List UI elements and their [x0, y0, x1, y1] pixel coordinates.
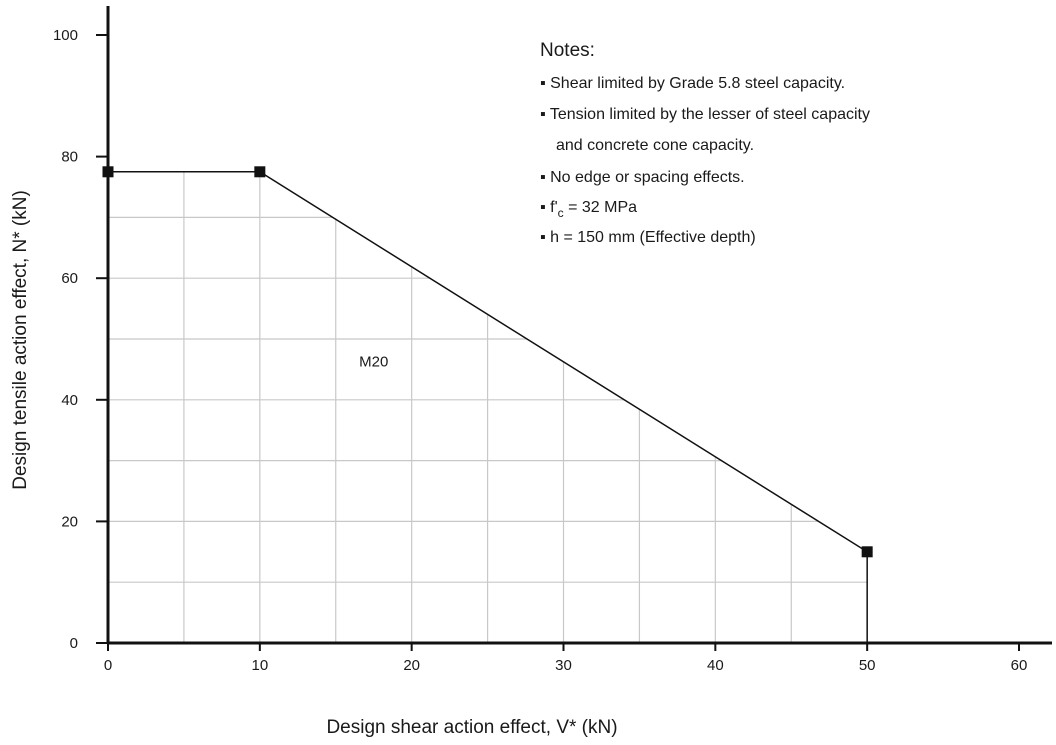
notes-title: Notes:: [540, 40, 595, 61]
notes-item-4: ▪ No edge or spacing effects.: [540, 169, 745, 186]
x-axis-title: Design shear action effect, V* (kN): [326, 717, 617, 738]
y-tick-label: 100: [53, 27, 78, 44]
notes-bullet: ▪: [540, 106, 550, 123]
notes-item-6: ▪ h = 150 mm (Effective depth): [540, 229, 756, 246]
x-tick-label: 20: [403, 657, 420, 674]
y-tick-label: 20: [61, 513, 78, 530]
data-point-marker: [254, 166, 265, 177]
notes-item-5: ▪ f'c = 32 MPa: [540, 199, 637, 220]
x-tick-label: 0: [104, 657, 112, 674]
x-tick-label: 60: [1011, 657, 1028, 674]
y-tick-label: 80: [61, 149, 78, 166]
notes-text-4: No edge or spacing effects.: [550, 169, 745, 186]
axis-layer: [108, 6, 1052, 643]
fc-symbol: f': [550, 199, 558, 216]
ticks-layer: 0 10 20 30 40 50 60 0 20 40 60 80 100: [53, 27, 1027, 674]
notes-text-5: = 32 MPa: [568, 199, 637, 216]
notes-text-6: h = 150 mm (Effective depth): [550, 229, 756, 246]
x-tick-label: 30: [555, 657, 572, 674]
notes-item-1: ▪ Shear limited by Grade 5.8 steel capac…: [540, 75, 845, 92]
x-tick-label: 40: [707, 657, 724, 674]
y-tick-label: 40: [61, 392, 78, 409]
y-axis-title: Design tensile action effect, N* (kN): [10, 190, 31, 490]
y-tick-label: 60: [61, 270, 78, 287]
notes-item-2: ▪ Tension limited by the lesser of steel…: [540, 106, 870, 123]
x-tick-label: 10: [251, 657, 268, 674]
notes-text-1: Shear limited by Grade 5.8 steel capacit…: [550, 75, 845, 92]
data-point-marker: [862, 546, 873, 557]
region-label-m20: M20: [359, 353, 388, 370]
notes-block: Notes: ▪ Shear limited by Grade 5.8 stee…: [540, 40, 870, 246]
x-tick-label: 50: [859, 657, 876, 674]
notes-bullet: ▪: [540, 169, 550, 186]
notes-bullet: ▪: [540, 75, 550, 92]
y-tick-label: 0: [70, 635, 78, 652]
notes-bullet: ▪: [540, 199, 550, 216]
notes-bullet: ▪: [540, 229, 550, 246]
notes-item-3: and concrete cone capacity.: [556, 137, 754, 154]
notes-text-2: Tension limited by the lesser of steel c…: [550, 106, 870, 123]
